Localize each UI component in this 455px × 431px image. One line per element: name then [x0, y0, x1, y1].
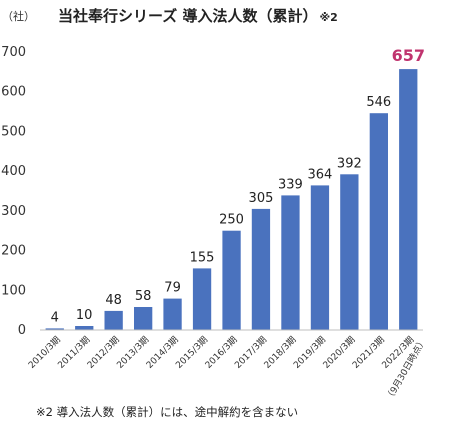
y-tick-label: 500 — [1, 124, 26, 139]
data-label: 10 — [76, 308, 93, 323]
data-label: 657 — [392, 46, 425, 65]
bar — [45, 328, 64, 330]
chart-title-text: 当社奉行シリーズ 導入法人数（累計） — [58, 7, 317, 25]
y-tick-label: 300 — [1, 204, 26, 219]
bar — [222, 230, 241, 330]
y-axis: 0 100 200 300 400 500 600 700 — [1, 45, 26, 338]
data-label: 305 — [249, 191, 274, 206]
data-label: 250 — [219, 213, 244, 228]
data-label: 392 — [337, 156, 362, 171]
y-unit-label: （社） — [2, 9, 35, 23]
bar — [192, 268, 212, 330]
chart-title: 当社奉行シリーズ 導入法人数（累計） ※2 — [58, 7, 338, 25]
y-tick-label: 100 — [1, 283, 26, 298]
bar — [369, 113, 388, 330]
data-label: 155 — [190, 250, 215, 265]
bar — [251, 208, 271, 330]
bar — [104, 310, 123, 330]
data-label: 364 — [307, 167, 332, 182]
bar — [75, 326, 94, 330]
bars — [45, 69, 418, 330]
y-tick-label: 400 — [1, 164, 26, 179]
data-label: 48 — [105, 293, 122, 308]
y-tick-label: 600 — [1, 85, 26, 100]
bar — [134, 307, 153, 330]
data-label: 339 — [278, 177, 303, 192]
x-axis: 2010/3期2011/3期2012/3期2013/3期2014/3期2015/… — [26, 329, 429, 403]
bar — [163, 298, 182, 330]
data-label: 58 — [135, 289, 152, 304]
bar — [340, 174, 359, 330]
bar — [310, 185, 330, 330]
data-label: 4 — [51, 310, 59, 325]
bar — [281, 195, 300, 330]
data-labels: 4 10 48 58 79 155 250 305 339 364 392 546 657 — [51, 46, 425, 325]
chart-title-note: ※2 — [319, 11, 337, 24]
y-tick-label: 200 — [1, 244, 26, 259]
data-label: 79 — [164, 281, 181, 296]
bar — [399, 69, 418, 330]
y-tick-label: 700 — [1, 45, 26, 60]
data-label: 546 — [366, 95, 391, 110]
footnote: ※2 導入法人数（累計）には、途中解約を含まない — [36, 405, 299, 419]
y-tick-label: 0 — [18, 323, 26, 338]
